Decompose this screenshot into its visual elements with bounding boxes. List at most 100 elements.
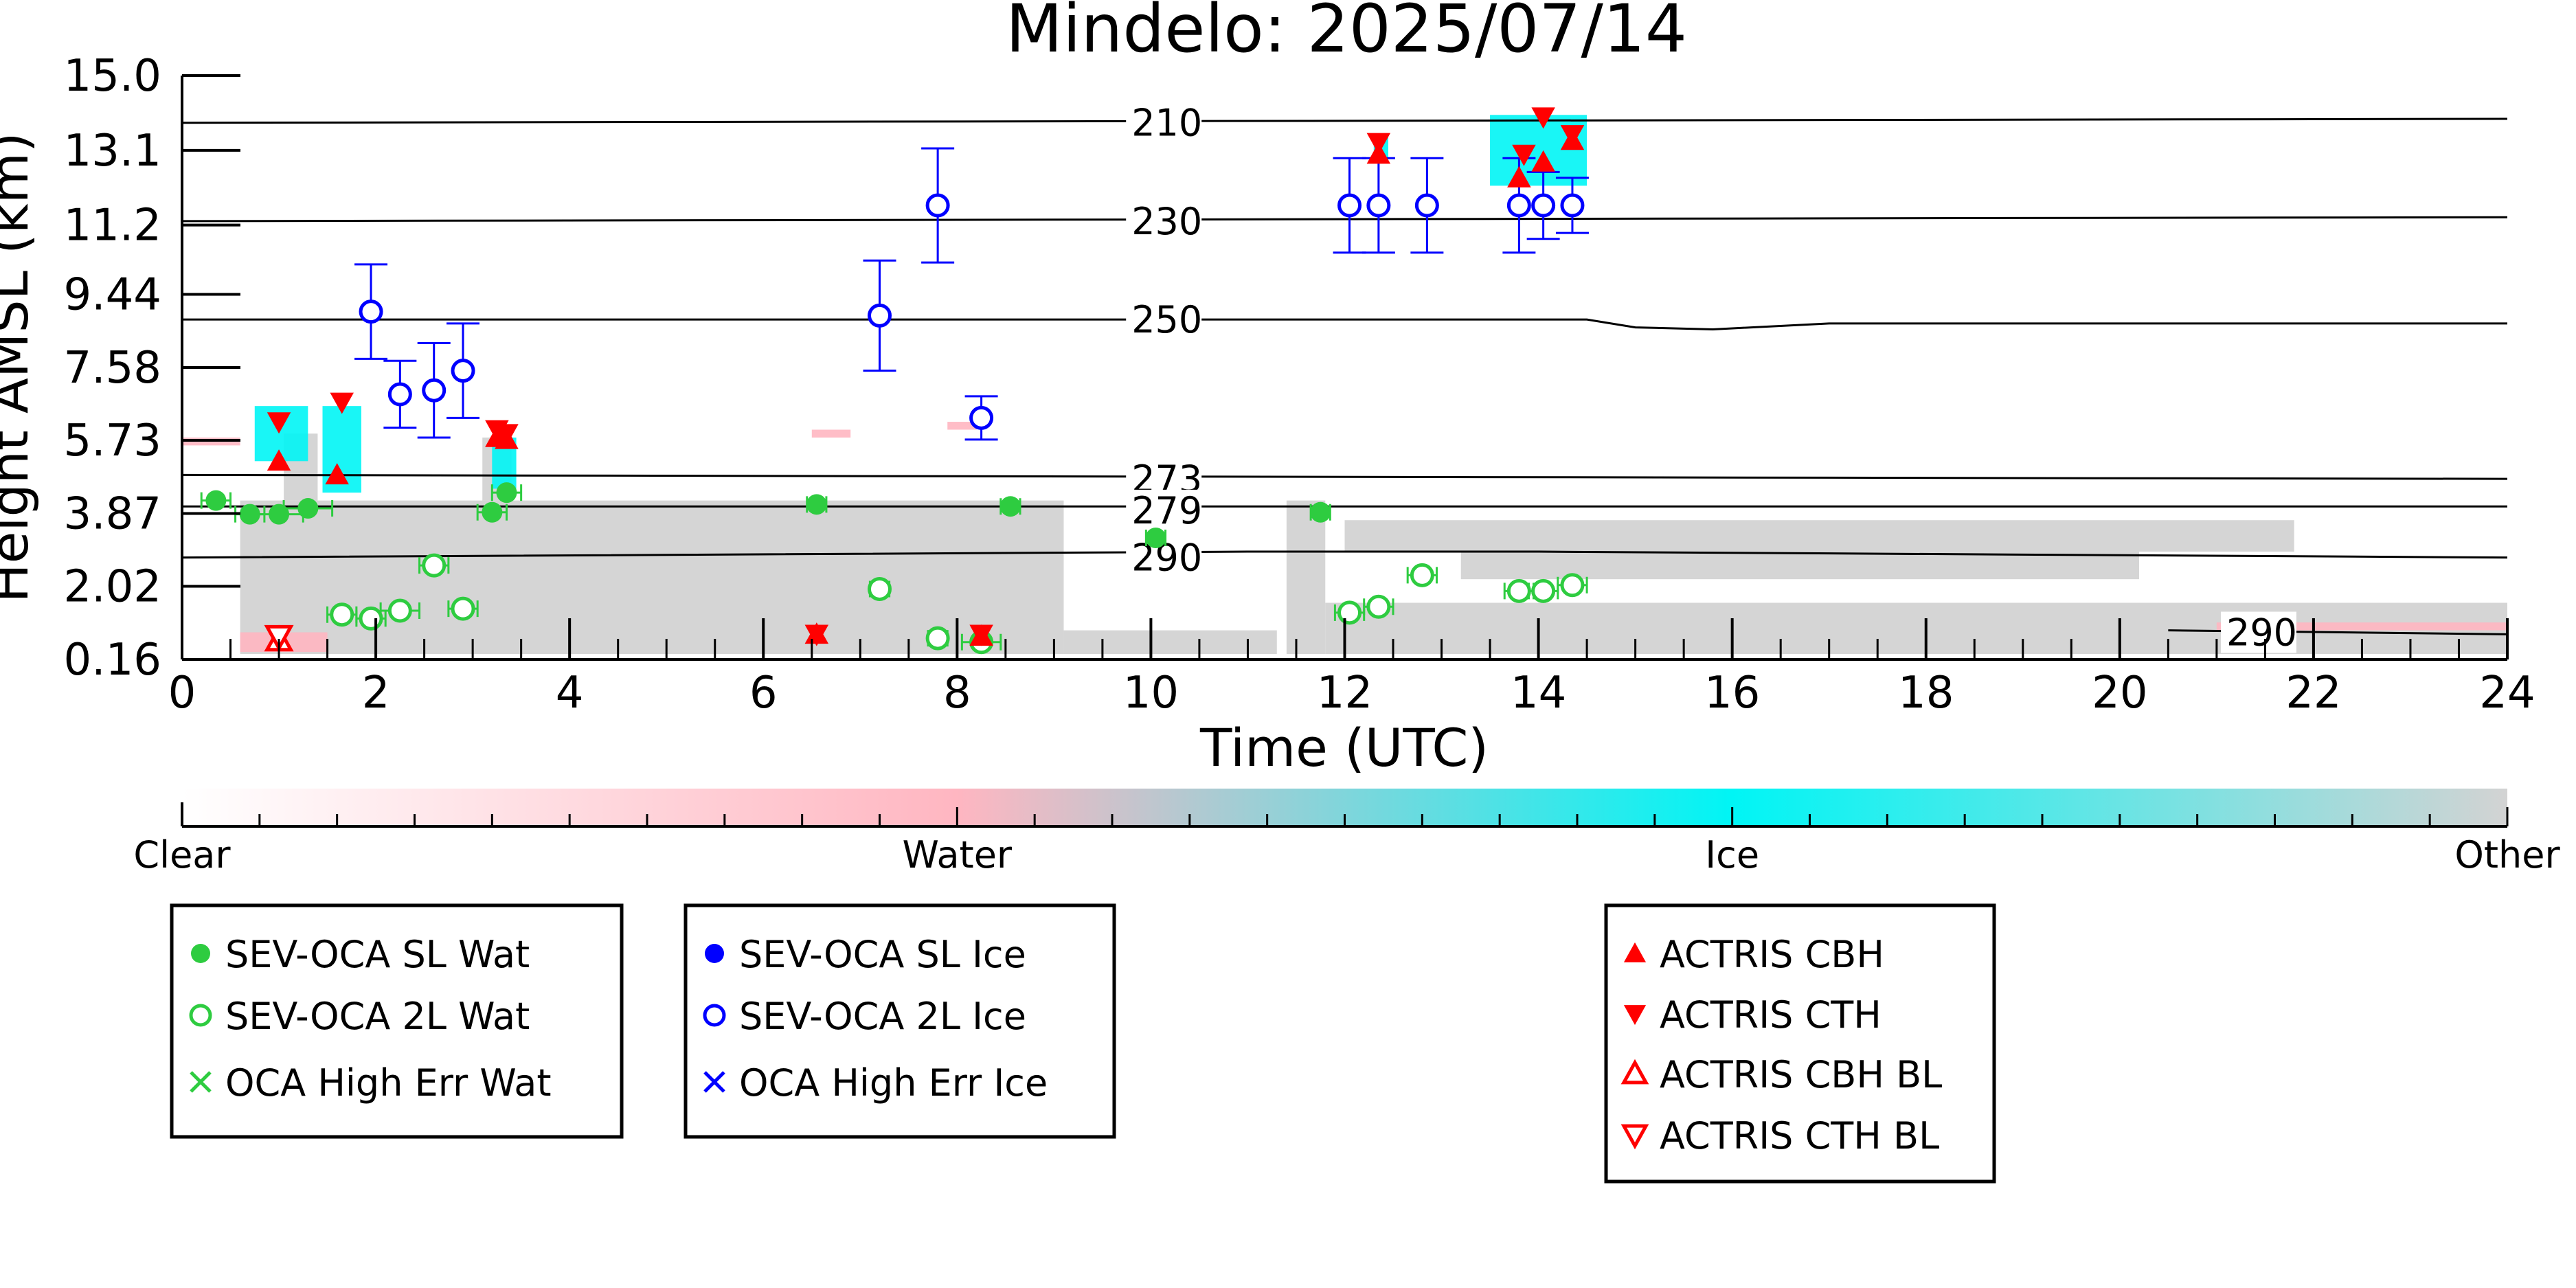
axes: 0 2 4 6 8 10 12 14 16 18 20 22 2415.013.111.29.447.5… (64, 51, 2535, 719)
marker-point (969, 405, 994, 430)
marker-point (1560, 193, 1585, 218)
marker-point (1512, 144, 1536, 166)
classification-region-other (1460, 552, 2140, 580)
marker-point (325, 463, 349, 485)
marker-point (868, 576, 892, 601)
legend-entry-label: OCA High Err Ice (739, 1061, 1048, 1105)
isotherm-label: 290 (1131, 536, 1202, 580)
marker-point (705, 944, 724, 963)
marker-point (1560, 125, 1585, 147)
isotherm-label-bg (1126, 489, 1202, 531)
isotherm-label: 210 (1131, 102, 1202, 145)
x-tick-label: 20 (2092, 668, 2147, 719)
marker-point (1531, 107, 1555, 129)
legend-entry-label: SEV-OCA SL Wat (225, 933, 530, 976)
marker-point (387, 382, 412, 407)
marker-point (703, 1004, 726, 1027)
classification-colorbar: Clear Water Ice Other (133, 789, 2560, 877)
legend-box-1: SEV-OCA SL Wat SEV-OCA 2L Wat OCA High Err… (170, 903, 624, 1139)
marker-point (1506, 578, 1531, 603)
legend-entry-label: SEV-OCA 2L Wat (225, 995, 530, 1038)
y-tick-label: 15.0 (64, 51, 162, 102)
legend-frame (1604, 903, 1996, 1184)
isotherm-line (181, 550, 2508, 559)
x-tick-label: 8 (943, 668, 971, 719)
marker-point (925, 626, 950, 651)
classification-region-water (2216, 622, 2507, 631)
marker-point (422, 553, 447, 578)
marker-point (1337, 600, 1362, 625)
isotherm-line (181, 117, 2508, 124)
marker-point (297, 498, 319, 519)
chart-title: Mindelo: 2025/07/14 (1006, 0, 1687, 67)
marker-point (359, 606, 383, 631)
legend-box-2: SEV-OCA SL Ice SEV-OCA 2L Ice OCA High Err… (683, 903, 1116, 1139)
marker-point (330, 602, 354, 627)
marker-point (267, 449, 291, 471)
x-tick-label: 4 (556, 668, 584, 719)
marker-point (969, 624, 993, 646)
legends: SEV-OCA SL Wat SEV-OCA 2L Wat OCA High Err… (170, 903, 1996, 1184)
y-tick-label: 0.16 (64, 635, 162, 686)
marker-point (422, 378, 447, 403)
isotherm-label-bg (1126, 299, 1202, 341)
series-sev-oca-2l-wat (326, 553, 1588, 655)
marker-point (1414, 193, 1439, 218)
x-tick-label: 12 (1317, 668, 1372, 719)
series-sev-oca-sl-wat (200, 482, 1331, 549)
y-tick-label: 7.58 (64, 343, 162, 394)
marker-point (1506, 193, 1531, 218)
isotherm-label-bg (2220, 611, 2296, 653)
legend-entry-label: OCA High Err Wat (225, 1061, 552, 1105)
y-axis-label: Height AMSL (km) (0, 132, 40, 602)
x-tick-label: 22 (2285, 668, 2341, 719)
colorbar-label: Clear (133, 833, 231, 877)
marker-point (267, 412, 291, 434)
isotherm-label: 230 (1131, 200, 1202, 243)
x-tick-label: 2 (362, 668, 390, 719)
colorbar-label: Ice (1705, 833, 1759, 877)
isotherm-label: 290 (2226, 611, 2297, 654)
marker-point (806, 494, 827, 515)
y-tick-label: 13.1 (64, 126, 162, 177)
isotherm-line (181, 216, 2508, 223)
marker-point (1366, 594, 1391, 619)
x-tick-label: 24 (2479, 668, 2535, 719)
isotherm-line (182, 318, 2507, 330)
isotherm-label: 279 (1131, 489, 1202, 532)
legend-frame (170, 903, 624, 1139)
marker-point (1507, 166, 1531, 188)
isotherm-label: 250 (1131, 298, 1202, 341)
legend-entry-label: ACTRIS CTH (1660, 993, 1882, 1037)
x-tick-label: 10 (1123, 668, 1179, 719)
marker-point (868, 303, 892, 328)
marker-point (387, 598, 412, 623)
y-tick-label: 5.73 (64, 416, 162, 466)
classification-region-other (1344, 520, 2294, 552)
classification-region-water (811, 429, 851, 438)
marker-point (1145, 528, 1166, 549)
marker-point (482, 501, 503, 523)
marker-point (205, 490, 227, 511)
marker-point (1620, 1059, 1649, 1085)
marker-point (359, 300, 383, 324)
legend-box-3: ACTRIS CBH ACTRIS CTH ACTRIS CBH BL ACTRIS … (1604, 903, 1996, 1184)
marker-point (191, 944, 210, 963)
classification-regions (182, 115, 2507, 654)
data-series (200, 107, 1589, 655)
marker-point (804, 624, 829, 646)
marker-point (264, 624, 294, 652)
legend-frame (683, 903, 1116, 1139)
series-actris-cth-bl (264, 624, 294, 652)
isotherm-label-bg (1126, 102, 1202, 144)
x-tick-label: 6 (749, 668, 778, 719)
marker-point (496, 482, 517, 504)
x-tick-label: 0 (168, 668, 196, 719)
y-tick-label: 2.02 (64, 561, 162, 612)
classification-region-other (1286, 500, 1326, 654)
marker-point (1366, 133, 1391, 155)
legend-entry-label: SEV-OCA 2L Ice (739, 995, 1026, 1038)
marker-point (703, 1071, 725, 1093)
y-tick-label: 9.44 (64, 269, 162, 320)
